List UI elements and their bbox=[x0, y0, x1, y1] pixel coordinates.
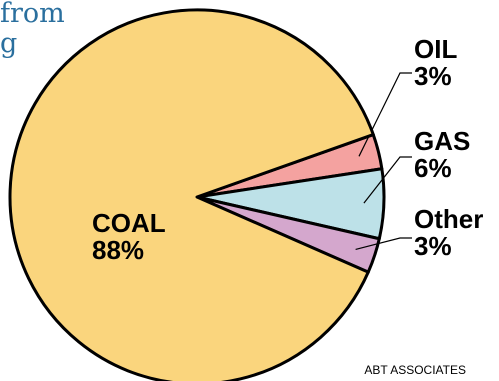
slice-label-coal: COAL bbox=[92, 208, 166, 238]
slice-label-other: Other bbox=[414, 204, 483, 234]
slice-percent-other: 3% bbox=[414, 231, 452, 261]
leader-line-oil bbox=[358, 72, 412, 157]
slice-percent-gas: 6% bbox=[414, 153, 452, 183]
slice-label-oil: OIL bbox=[414, 34, 457, 64]
title-fragment-1: from bbox=[0, 0, 65, 29]
pie-slice-coal bbox=[8, 8, 375, 381]
slice-label-gas: GAS bbox=[414, 126, 470, 156]
title-fragment-2: g bbox=[0, 28, 18, 59]
slice-percent-oil: 3% bbox=[414, 61, 452, 91]
source-credit: ABT ASSOCIATES bbox=[364, 363, 466, 377]
leader-line-other bbox=[355, 237, 412, 250]
slice-percent-coal: 88% bbox=[92, 235, 144, 265]
leader-line-gas bbox=[363, 156, 412, 204]
